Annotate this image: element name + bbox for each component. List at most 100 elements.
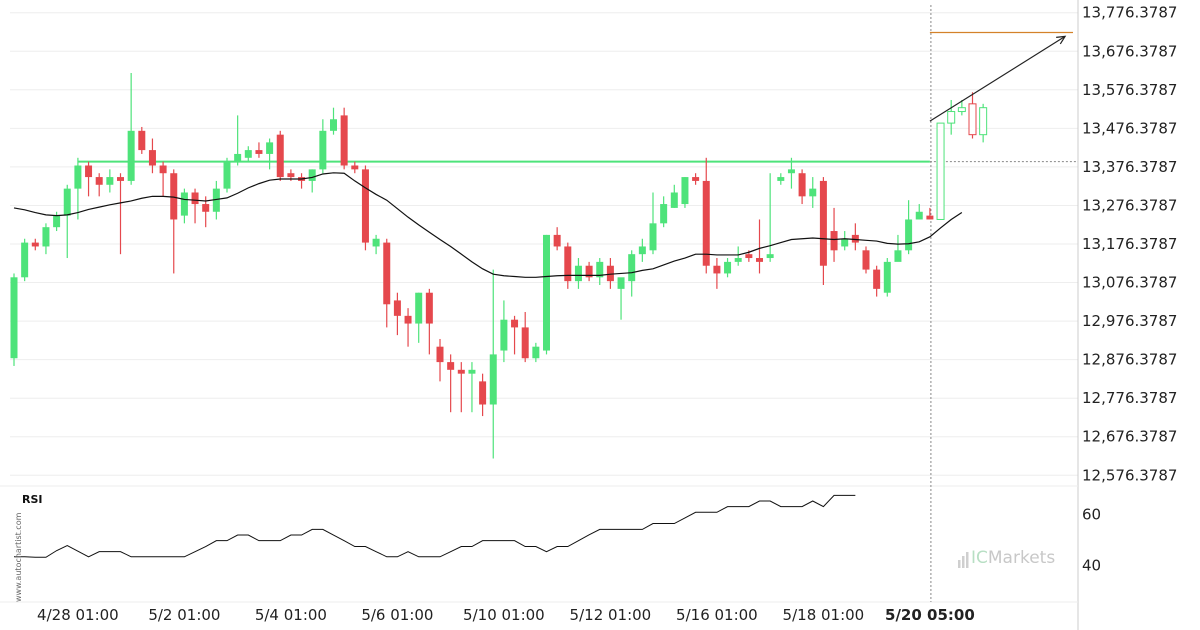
candle-body (63, 188, 71, 216)
candle (244, 146, 252, 162)
candle-body (819, 180, 827, 266)
candle (947, 99, 956, 135)
candle (10, 273, 18, 366)
candle (500, 300, 508, 363)
candle (170, 169, 178, 274)
candle-body (500, 319, 508, 351)
candle (372, 234, 380, 255)
candle (447, 354, 455, 413)
brand-bar (966, 552, 969, 568)
candle (330, 107, 337, 135)
grid (0, 0, 1079, 630)
candle-body (148, 150, 156, 166)
brand-bar (958, 560, 961, 568)
candle (777, 173, 785, 185)
candle-body (159, 165, 167, 174)
candle (361, 165, 369, 251)
candle (798, 169, 806, 205)
candle (234, 115, 242, 166)
candle-body (351, 165, 359, 170)
candle-body (85, 165, 93, 178)
candle-body (596, 261, 604, 278)
candle-body (574, 265, 582, 282)
candle (425, 288, 433, 355)
candle (298, 173, 306, 189)
candle-body (957, 107, 966, 113)
candle (351, 161, 359, 174)
candle (266, 138, 274, 170)
candle-body (212, 188, 220, 212)
candle (255, 142, 263, 158)
price-tick-label: 13,276.3787 (1082, 196, 1177, 214)
candle (415, 292, 423, 343)
candle (841, 231, 849, 251)
rsi-tick-label: 60 (1082, 505, 1101, 523)
candle (585, 261, 593, 282)
candle-body (415, 292, 423, 324)
candle-body (777, 177, 785, 181)
candle-body (585, 265, 593, 278)
candle (31, 238, 39, 251)
candle (660, 196, 668, 228)
candle (393, 292, 401, 336)
candle-body (702, 180, 710, 266)
candle-body (532, 346, 540, 359)
brand-text: ICMarkets (971, 548, 1055, 568)
candle-body (883, 261, 891, 293)
candle-body (851, 234, 859, 243)
candle (851, 223, 859, 251)
candle-body (436, 346, 444, 363)
candle (457, 362, 465, 413)
candle-body (521, 327, 529, 359)
rsi-line (14, 494, 856, 558)
candle-body (809, 188, 817, 197)
candle (532, 342, 540, 363)
candle (628, 250, 636, 297)
candle (787, 157, 795, 189)
price-tick-label: 12,676.3787 (1082, 428, 1177, 446)
candle (521, 311, 529, 363)
candle-body (681, 177, 689, 205)
forecast-arrow-line (929, 35, 1066, 122)
candle (915, 204, 923, 220)
candle-body (670, 192, 678, 208)
candle-body (53, 215, 61, 228)
candle-body (223, 161, 231, 189)
candle (63, 184, 71, 259)
candle-body (127, 130, 135, 181)
candle (905, 200, 913, 255)
candle (957, 99, 966, 116)
candle-body (319, 130, 327, 170)
price-tick-label: 13,376.3787 (1082, 158, 1177, 176)
candle-body (617, 277, 625, 289)
candle (692, 173, 700, 185)
candle (883, 258, 891, 297)
price-tick-label: 13,476.3787 (1082, 119, 1177, 137)
price-tick-label: 13,076.3787 (1082, 274, 1177, 292)
candle-body (947, 111, 956, 124)
candle (489, 269, 497, 459)
time-tick-label: 5/10 01:00 (463, 606, 545, 624)
candle-body (479, 381, 487, 405)
candle (106, 169, 114, 193)
sma-line (13, 172, 963, 278)
candle (617, 277, 625, 320)
candle (564, 242, 572, 289)
candle (724, 258, 732, 278)
candle-body (42, 227, 50, 247)
candle (21, 238, 29, 282)
candle (756, 219, 763, 274)
candle-body (308, 169, 316, 181)
candle-body (766, 254, 774, 259)
candle-body (95, 177, 103, 185)
candle-body (745, 254, 753, 259)
candle-body (404, 315, 412, 324)
candle-body (841, 238, 849, 247)
price-tick-label: 12,976.3787 (1082, 312, 1177, 330)
candle-body (138, 130, 146, 151)
time-tick-label: 5/18 01:00 (783, 606, 865, 624)
candle (596, 258, 604, 286)
candle-body (979, 107, 988, 136)
candle-body (830, 231, 838, 251)
